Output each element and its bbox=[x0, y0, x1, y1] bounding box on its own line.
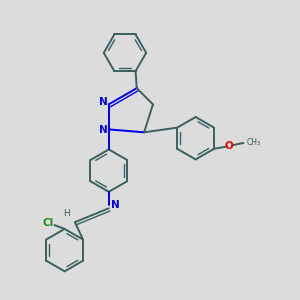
Text: N: N bbox=[98, 125, 107, 135]
Text: O: O bbox=[224, 141, 233, 151]
Text: N: N bbox=[98, 97, 107, 107]
Text: H: H bbox=[63, 209, 70, 218]
Text: N: N bbox=[111, 200, 120, 210]
Text: CH₃: CH₃ bbox=[247, 138, 261, 147]
Text: Cl: Cl bbox=[43, 218, 54, 228]
